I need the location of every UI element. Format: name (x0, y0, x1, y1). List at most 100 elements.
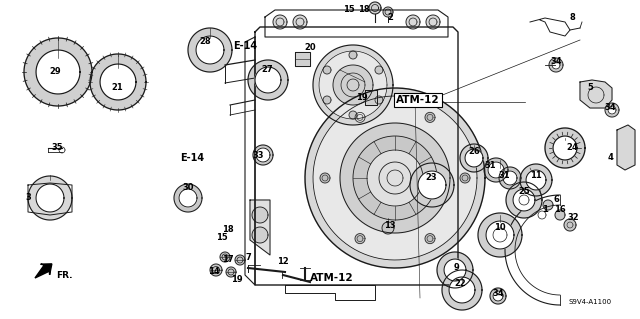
Polygon shape (506, 182, 542, 218)
Text: 33: 33 (252, 151, 264, 160)
Text: 31: 31 (484, 160, 496, 169)
Polygon shape (255, 67, 281, 93)
Polygon shape (320, 173, 330, 183)
Polygon shape (552, 61, 560, 69)
Text: 28: 28 (199, 38, 211, 47)
Polygon shape (545, 128, 585, 168)
Polygon shape (425, 112, 435, 122)
Polygon shape (226, 267, 236, 277)
Text: 15: 15 (343, 5, 355, 14)
Text: 19: 19 (356, 93, 368, 102)
Polygon shape (605, 103, 619, 117)
Polygon shape (486, 221, 514, 249)
Text: 35: 35 (51, 144, 63, 152)
Polygon shape (367, 150, 423, 206)
Text: 27: 27 (261, 65, 273, 75)
Polygon shape (323, 66, 331, 74)
Polygon shape (333, 65, 373, 105)
Polygon shape (28, 176, 72, 220)
Polygon shape (36, 184, 64, 212)
Text: 5: 5 (587, 84, 593, 93)
Text: FR.: FR. (56, 271, 72, 280)
Polygon shape (564, 219, 576, 231)
Polygon shape (449, 277, 475, 303)
Text: 18: 18 (222, 226, 234, 234)
Polygon shape (90, 54, 146, 110)
Text: 4: 4 (607, 153, 613, 162)
Text: 29: 29 (49, 68, 61, 77)
Polygon shape (100, 64, 136, 100)
Text: 34: 34 (492, 290, 504, 299)
Text: E-14: E-14 (233, 41, 257, 51)
Polygon shape (188, 28, 232, 72)
Polygon shape (253, 145, 273, 165)
Polygon shape (490, 288, 506, 304)
Polygon shape (580, 80, 612, 108)
Text: 2: 2 (387, 13, 393, 23)
Polygon shape (383, 7, 393, 17)
Text: 34: 34 (604, 103, 616, 113)
Polygon shape (493, 291, 503, 301)
Polygon shape (406, 15, 420, 29)
Text: ATM-12: ATM-12 (310, 273, 354, 283)
Polygon shape (365, 90, 377, 105)
Polygon shape (252, 207, 268, 223)
Polygon shape (235, 255, 245, 265)
Polygon shape (553, 136, 577, 160)
Polygon shape (382, 222, 394, 234)
Polygon shape (319, 51, 387, 119)
Text: 3: 3 (25, 194, 31, 203)
Polygon shape (353, 136, 437, 220)
Text: 17: 17 (222, 256, 234, 264)
Polygon shape (418, 171, 446, 199)
Polygon shape (543, 200, 553, 210)
Polygon shape (513, 189, 535, 211)
Polygon shape (465, 149, 483, 167)
Polygon shape (295, 52, 310, 66)
Text: 23: 23 (425, 174, 437, 182)
Polygon shape (196, 36, 224, 64)
Text: 11: 11 (530, 170, 542, 180)
Polygon shape (174, 184, 202, 212)
Text: 31: 31 (498, 170, 510, 180)
Polygon shape (355, 112, 365, 122)
Polygon shape (179, 189, 197, 207)
Text: 13: 13 (384, 220, 396, 229)
Text: 22: 22 (454, 279, 466, 288)
Polygon shape (273, 15, 287, 29)
Text: 24: 24 (566, 144, 578, 152)
Text: 25: 25 (518, 188, 530, 197)
Polygon shape (410, 163, 454, 207)
Text: 34: 34 (550, 57, 562, 66)
Polygon shape (488, 162, 504, 178)
Polygon shape (369, 2, 381, 14)
Polygon shape (460, 144, 488, 172)
Text: 7: 7 (245, 254, 251, 263)
Polygon shape (36, 50, 80, 94)
Polygon shape (252, 227, 268, 243)
Polygon shape (220, 252, 230, 262)
Polygon shape (375, 96, 383, 104)
Text: E-14: E-14 (180, 153, 204, 163)
Text: 18: 18 (358, 5, 370, 14)
Polygon shape (349, 111, 357, 119)
Text: 15: 15 (216, 234, 228, 242)
Polygon shape (617, 125, 635, 170)
Polygon shape (256, 148, 270, 162)
Polygon shape (608, 106, 616, 114)
Text: 10: 10 (494, 224, 506, 233)
Polygon shape (305, 88, 485, 268)
Polygon shape (349, 51, 357, 59)
Polygon shape (555, 210, 565, 220)
Polygon shape (426, 15, 440, 29)
Polygon shape (425, 234, 435, 244)
Polygon shape (526, 170, 546, 190)
Text: 30: 30 (182, 183, 194, 192)
Polygon shape (460, 173, 470, 183)
Text: 19: 19 (231, 276, 243, 285)
Polygon shape (293, 15, 307, 29)
Polygon shape (323, 96, 331, 104)
Text: 20: 20 (304, 43, 316, 53)
Text: 21: 21 (111, 84, 123, 93)
Text: 1: 1 (542, 205, 548, 214)
